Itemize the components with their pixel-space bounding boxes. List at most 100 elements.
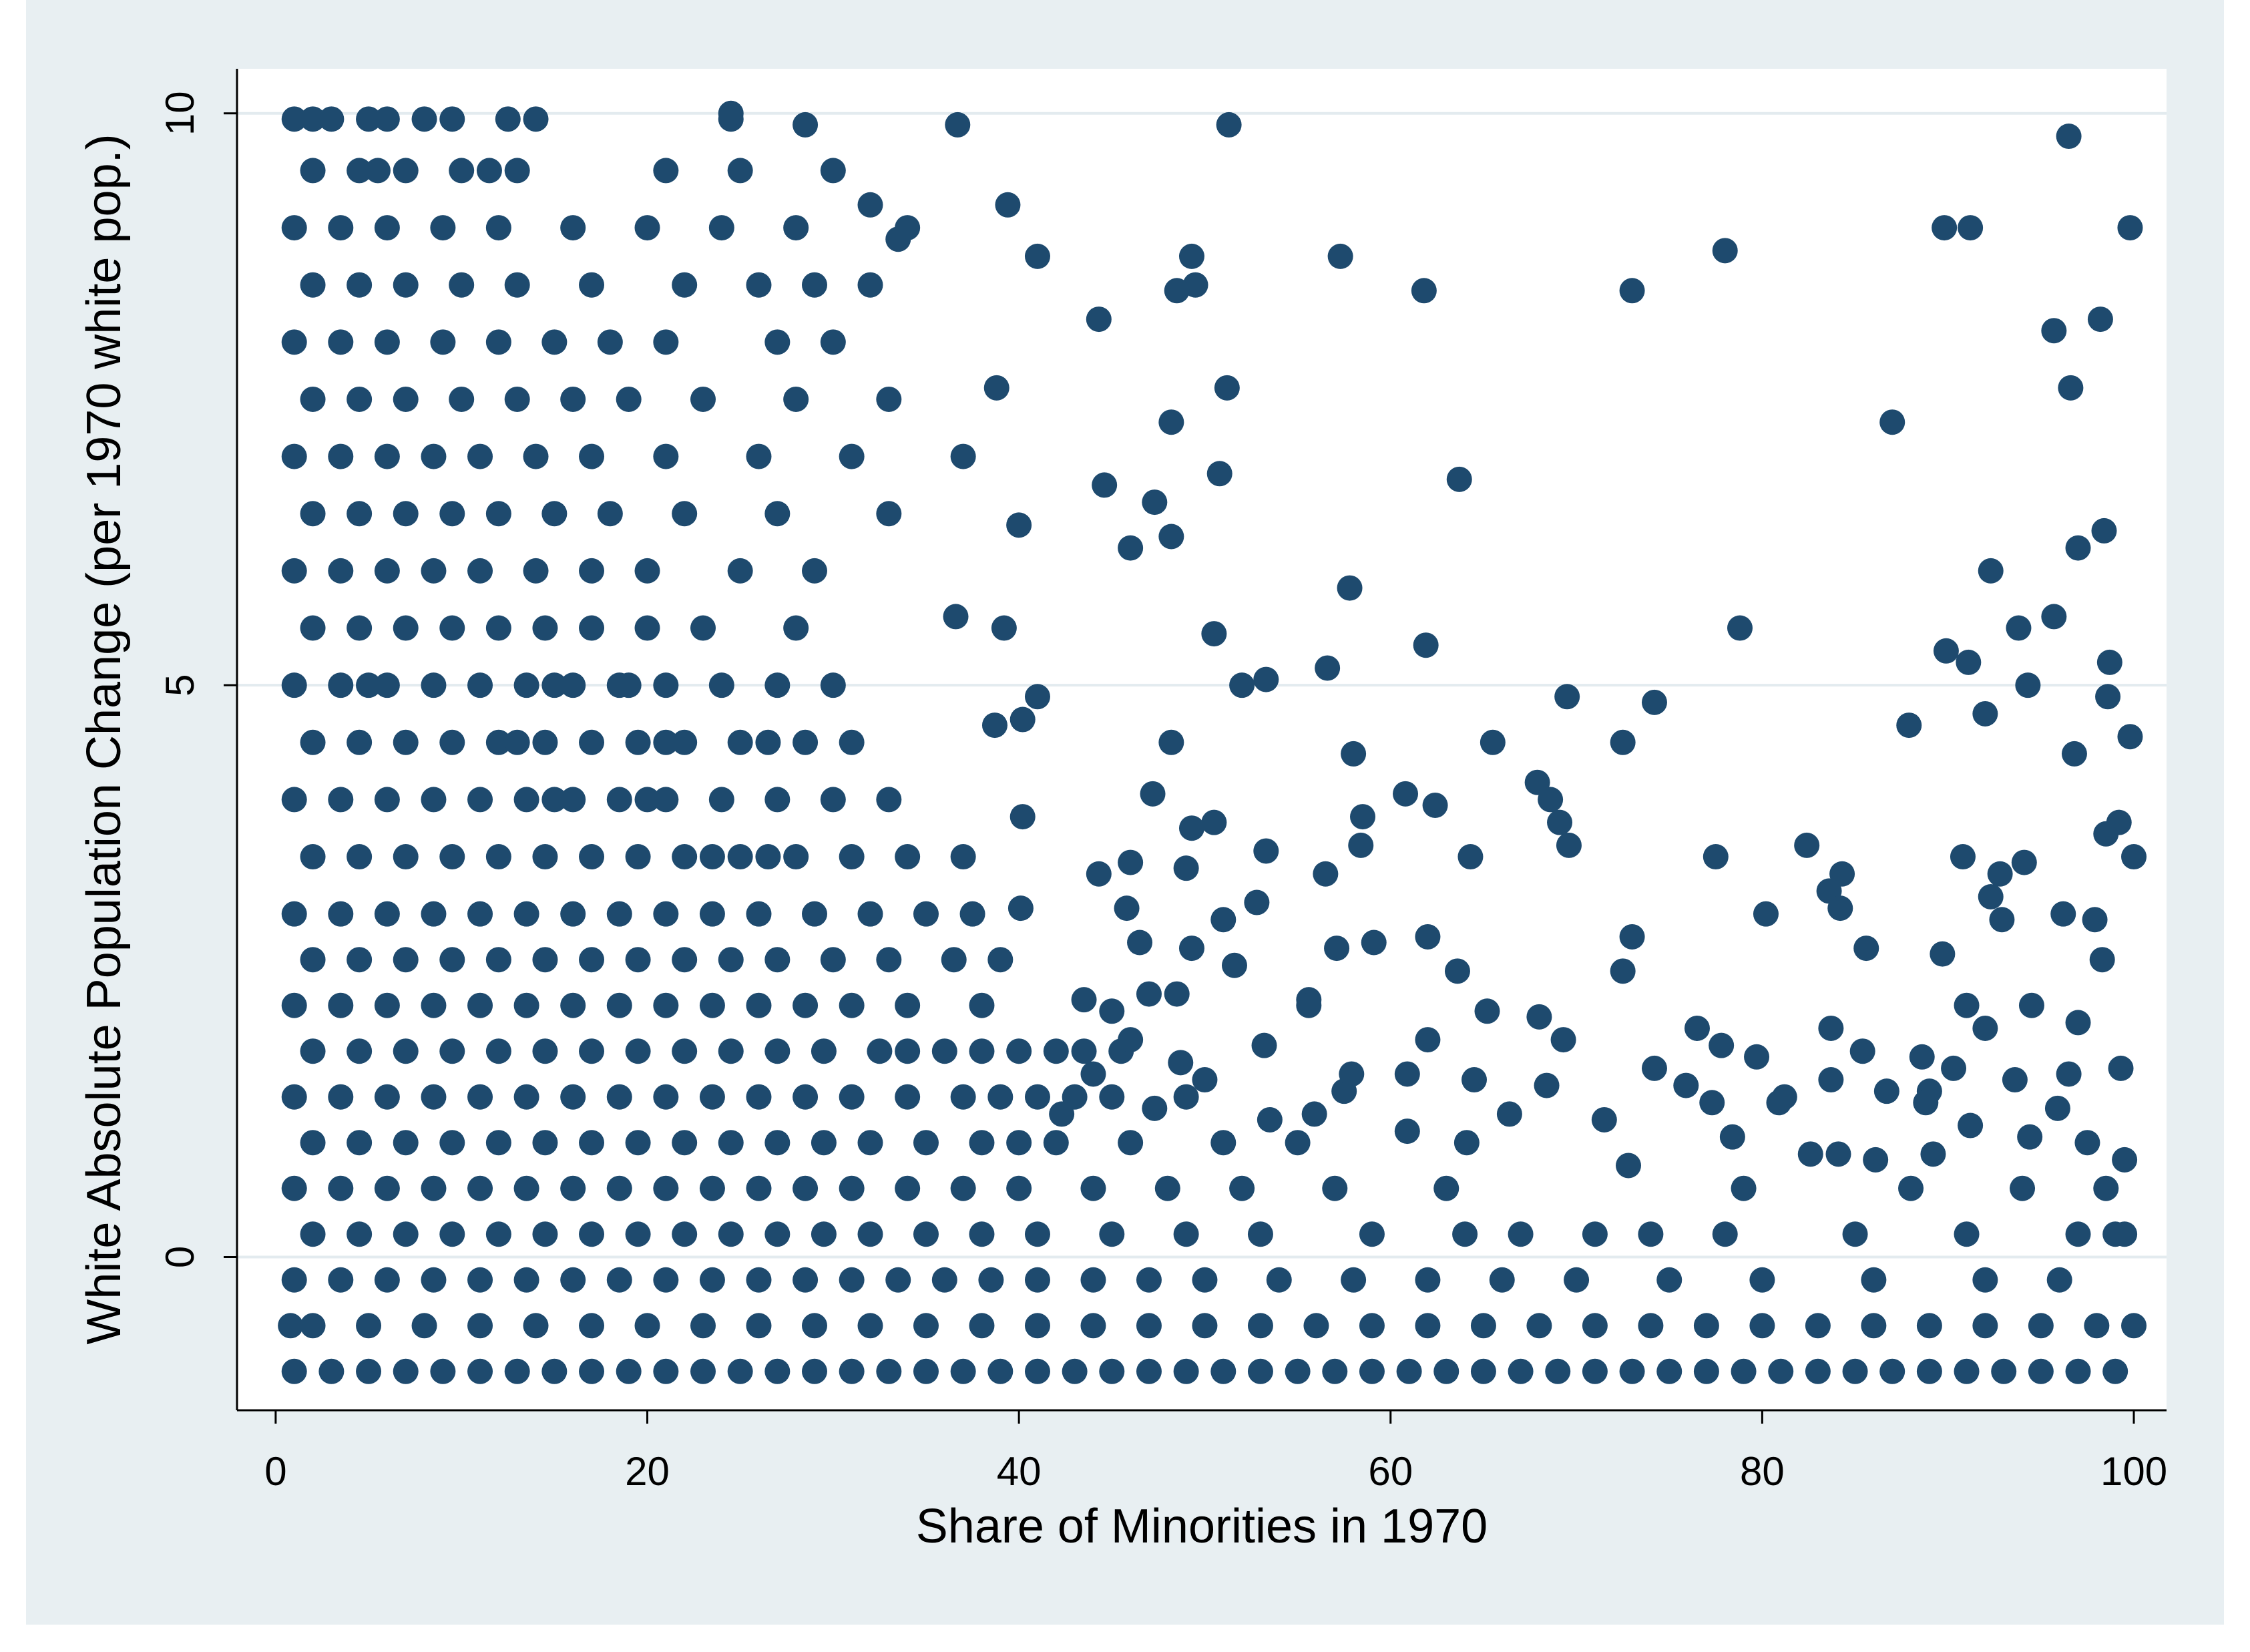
- point: [541, 787, 568, 813]
- point: [1873, 1078, 1899, 1104]
- point: [1415, 1313, 1441, 1339]
- point: [672, 272, 698, 298]
- point: [504, 1358, 530, 1384]
- point: [616, 386, 642, 412]
- point: [560, 901, 586, 927]
- point: [634, 787, 660, 813]
- point: [1861, 1267, 1887, 1293]
- point: [857, 272, 883, 298]
- point: [393, 1358, 419, 1384]
- point: [579, 844, 605, 870]
- point: [1313, 861, 1339, 887]
- point: [634, 615, 660, 641]
- point: [1805, 1313, 1831, 1339]
- point: [931, 1038, 957, 1064]
- point: [718, 1221, 744, 1247]
- point: [1178, 243, 1204, 269]
- point: [1024, 684, 1050, 710]
- point: [281, 1267, 307, 1293]
- point: [1545, 1358, 1571, 1384]
- point: [718, 947, 744, 973]
- point: [328, 443, 354, 469]
- point: [1958, 1112, 1984, 1139]
- point: [430, 329, 456, 355]
- point: [1526, 1313, 1552, 1339]
- point: [579, 558, 605, 584]
- point: [374, 106, 400, 132]
- point: [820, 158, 846, 184]
- point: [1337, 575, 1363, 601]
- point: [1749, 1267, 1775, 1293]
- point: [1972, 1313, 1998, 1339]
- point: [1394, 1118, 1420, 1145]
- point: [1127, 930, 1153, 956]
- point: [718, 100, 744, 126]
- point: [1024, 243, 1050, 269]
- point: [281, 992, 307, 1018]
- point: [374, 215, 400, 241]
- point: [439, 729, 465, 755]
- point: [625, 1130, 651, 1156]
- point: [876, 1358, 902, 1384]
- point: [1359, 1358, 1385, 1384]
- point: [374, 1267, 400, 1293]
- point: [356, 106, 382, 132]
- point: [1201, 809, 1227, 835]
- point: [672, 947, 698, 973]
- point: [625, 1221, 651, 1247]
- point: [347, 386, 373, 412]
- point: [532, 729, 558, 755]
- point: [1062, 1358, 1088, 1384]
- point: [931, 1267, 957, 1293]
- point: [300, 272, 326, 298]
- point: [579, 1038, 605, 1064]
- point: [1118, 1130, 1144, 1156]
- point: [1348, 832, 1374, 858]
- point: [1086, 306, 1112, 333]
- point: [393, 158, 419, 184]
- point: [969, 1130, 995, 1156]
- point: [1461, 1067, 1488, 1093]
- point: [801, 272, 827, 298]
- point: [672, 1130, 698, 1156]
- y-axis-label: White Absolute Population Change (per 19…: [77, 134, 131, 1344]
- point: [1158, 729, 1184, 755]
- point: [1954, 1221, 1980, 1247]
- point: [1201, 621, 1227, 647]
- point: [839, 1358, 865, 1384]
- point: [653, 787, 679, 813]
- point: [281, 558, 307, 584]
- point: [421, 1267, 447, 1293]
- point: [485, 729, 511, 755]
- point: [328, 1267, 354, 1293]
- point: [793, 1084, 819, 1110]
- point: [597, 329, 623, 355]
- point: [1768, 1358, 1794, 1384]
- point: [672, 1038, 698, 1064]
- point: [328, 992, 354, 1018]
- point: [300, 501, 326, 527]
- point: [1920, 1141, 1946, 1167]
- point: [1099, 1358, 1125, 1384]
- point: [1257, 1106, 1283, 1132]
- point: [579, 1130, 605, 1156]
- point: [746, 901, 772, 927]
- point: [857, 1313, 883, 1339]
- point: [1411, 278, 1437, 304]
- point: [1950, 844, 1976, 870]
- point: [2046, 1267, 2072, 1293]
- point: [374, 992, 400, 1018]
- point: [1712, 1221, 1738, 1247]
- point: [347, 844, 373, 870]
- point: [300, 947, 326, 973]
- point: [1673, 1072, 1699, 1098]
- point: [959, 901, 985, 927]
- point: [439, 844, 465, 870]
- point: [300, 1038, 326, 1064]
- point: [579, 443, 605, 469]
- point: [1616, 1153, 1642, 1179]
- point: [2006, 615, 2032, 641]
- point: [1489, 1267, 1515, 1293]
- point: [347, 1130, 373, 1156]
